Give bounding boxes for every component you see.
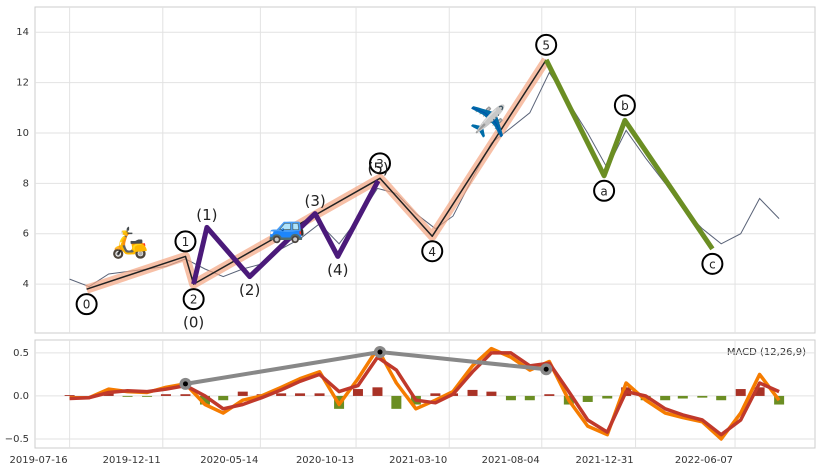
y-tick-label: 14 <box>16 27 29 38</box>
histogram-bar <box>660 395 671 401</box>
histogram-bar <box>677 395 688 399</box>
wave-label: 2 <box>190 293 198 307</box>
histogram-bar <box>716 395 727 401</box>
histogram-bar <box>754 387 765 396</box>
wave-label: 1 <box>182 235 190 249</box>
histogram-bar <box>64 395 75 396</box>
macd-line <box>69 351 780 437</box>
wave-marker <box>75 293 98 316</box>
histogram-bar <box>544 394 555 396</box>
wave-marker <box>421 240 444 263</box>
wave-band <box>85 57 550 294</box>
x-tick-label: 2021-08-04 <box>482 455 540 466</box>
histogram-bar <box>218 395 229 401</box>
histogram-bar <box>142 395 153 397</box>
histogram-bar <box>314 393 325 396</box>
histogram-bar <box>774 395 785 405</box>
histogram-bar <box>430 393 441 396</box>
wave-marker <box>535 33 558 56</box>
wave-label: a <box>600 184 607 198</box>
wave-label: b <box>621 99 629 113</box>
wave-marker <box>593 179 616 202</box>
wave-label: (4) <box>327 261 348 279</box>
histogram-bar <box>180 394 191 396</box>
wave-marker <box>182 288 205 311</box>
y-tick-label: 6 <box>23 229 29 240</box>
wave-label: (5) <box>367 159 388 177</box>
histogram-bar <box>467 389 478 396</box>
x-tick-label: 2021-03-10 <box>389 455 447 466</box>
histogram-bar <box>276 393 287 396</box>
histogram-bar <box>352 389 363 396</box>
histogram-bar <box>160 394 171 396</box>
y-tick-label: 4 <box>23 279 29 290</box>
wave-marker <box>613 94 636 117</box>
wave-line <box>191 179 381 285</box>
y-tick-label: 0.5 <box>13 348 29 359</box>
histogram-bar <box>735 389 746 396</box>
x-tick-label: 2020-05-14 <box>200 455 258 466</box>
x-tick-label: 2020-10-13 <box>296 455 354 466</box>
y-tick-label: 8 <box>23 178 29 189</box>
icon: ✈️ <box>469 102 506 139</box>
y-tick-label: 12 <box>16 78 29 89</box>
macd-panel <box>34 339 816 449</box>
wave-marker <box>701 252 724 275</box>
wave-label: 3 <box>376 157 384 171</box>
y-tick-label: 10 <box>16 128 29 139</box>
x-tick-label: 2019-07-16 <box>9 455 67 466</box>
icon: 🛵 <box>111 225 148 260</box>
wave-line <box>86 59 547 290</box>
histogram-bar <box>697 395 708 398</box>
histogram-bar <box>505 395 516 401</box>
histogram-bar <box>602 395 613 399</box>
macd-line <box>69 346 781 441</box>
y-tick-label: 0.0 <box>13 391 29 402</box>
x-tick-label: 2021-12-31 <box>575 455 633 466</box>
histogram-bar <box>295 393 306 396</box>
wave-marker <box>174 230 197 253</box>
wave-line <box>543 58 715 251</box>
y-tick-label: −0.5 <box>5 434 29 445</box>
histogram-bar <box>199 395 210 405</box>
histogram-bar <box>391 395 402 409</box>
wave-label: 4 <box>428 245 436 259</box>
wave-label: 5 <box>542 38 550 52</box>
icon: 🚙 <box>268 210 305 245</box>
histogram-bar <box>237 391 248 396</box>
histogram-bar <box>486 391 497 396</box>
wave-marker <box>368 152 391 175</box>
wave-label: (1) <box>196 206 217 224</box>
wave-label: (0) <box>183 314 204 332</box>
histogram-bar <box>582 395 593 402</box>
x-tick-label: 2022-06-07 <box>675 455 733 466</box>
wave-label: 0 <box>83 298 91 312</box>
divergence-dot <box>543 366 549 372</box>
divergence-dot <box>182 381 188 387</box>
wave-label: (3) <box>305 192 326 210</box>
histogram-bar <box>372 387 383 396</box>
wave-label: c <box>709 257 716 271</box>
x-tick-label: 2019-12-11 <box>103 455 161 466</box>
price-panel <box>34 6 816 334</box>
histogram-bar <box>122 395 133 397</box>
wave-label: (2) <box>239 281 260 299</box>
divergence-dot <box>377 349 383 355</box>
histogram-bar <box>524 395 535 401</box>
